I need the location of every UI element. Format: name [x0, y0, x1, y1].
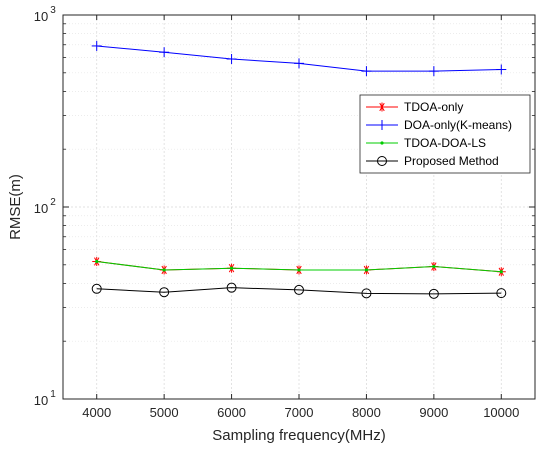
dot-marker — [499, 270, 503, 274]
series-doa-only-k-means- — [91, 40, 507, 77]
grid-lines — [63, 15, 535, 400]
data-point — [496, 288, 507, 299]
data-point — [229, 266, 234, 270]
data-point — [162, 268, 166, 272]
y-axis-label: RMSE(m) — [7, 174, 24, 240]
circle-marker — [361, 288, 372, 299]
dot-marker — [95, 259, 99, 264]
data-point — [361, 66, 372, 77]
data-point — [364, 268, 369, 272]
legend-label: TDOA-DOA-LS — [404, 136, 486, 150]
legend: TDOA-only DOA-only(K-means) TDOA-DOA-LS Pro… — [359, 94, 531, 174]
circle-marker — [294, 284, 304, 295]
data-point — [428, 288, 439, 299]
data-point — [432, 264, 436, 269]
series-line — [96, 287, 502, 295]
y-tick-label: 10 — [34, 201, 48, 216]
data-point — [159, 287, 170, 298]
data-point — [226, 53, 237, 64]
dot-marker — [229, 266, 234, 270]
circle-marker — [377, 156, 387, 166]
series-tdoa-doa-ls — [95, 259, 503, 274]
dot-marker — [364, 268, 369, 272]
data-point — [361, 288, 372, 299]
data-point — [91, 283, 102, 294]
series-proposed-method — [91, 282, 507, 299]
dot-marker — [162, 268, 166, 272]
circle-marker — [496, 288, 507, 299]
legend-box — [359, 94, 531, 174]
circle-marker — [91, 283, 102, 294]
x-tick-label: 5000 — [150, 405, 179, 420]
data-point — [297, 268, 301, 272]
data-point — [226, 282, 237, 293]
y-tick-exponent: 2 — [50, 197, 56, 208]
legend-entry: TDOA-DOA-LS — [366, 136, 486, 150]
dot-marker — [380, 141, 384, 145]
data-point — [91, 40, 102, 51]
data-point — [428, 66, 439, 77]
y-tick-label: 10 — [34, 9, 48, 24]
series-group — [91, 40, 507, 299]
legend-label: DOA-only(K-means) — [404, 118, 512, 132]
legend-entry: DOA-only(K-means) — [366, 118, 512, 132]
y-tick-label: 10 — [34, 393, 48, 408]
x-tick-label: 10000 — [483, 405, 519, 420]
circle-marker — [159, 287, 170, 298]
x-tick-label: 4000 — [82, 405, 111, 420]
y-tick-exponent: 1 — [50, 389, 56, 400]
x-tick-label: 9000 — [419, 405, 448, 420]
data-point — [159, 47, 170, 58]
x-tick-label: 8000 — [352, 405, 381, 420]
data-point — [294, 58, 304, 69]
x-tick-label: 7000 — [285, 405, 314, 420]
legend-entry: TDOA-only — [366, 100, 463, 114]
legend-entry: Proposed Method — [366, 154, 499, 168]
legend-label: Proposed Method — [404, 154, 499, 168]
data-point — [496, 64, 507, 75]
data-point — [95, 259, 99, 264]
x-axis-label: Sampling frequency(MHz) — [212, 427, 385, 444]
dot-marker — [297, 268, 301, 272]
circle-marker — [428, 288, 439, 299]
circle-marker — [226, 282, 237, 293]
data-point — [294, 284, 304, 295]
x-tick-label: 6000 — [217, 405, 246, 420]
data-point — [499, 270, 503, 274]
y-tick-exponent: 3 — [50, 5, 56, 16]
dot-marker — [432, 264, 436, 269]
legend-label: TDOA-only — [404, 100, 463, 114]
